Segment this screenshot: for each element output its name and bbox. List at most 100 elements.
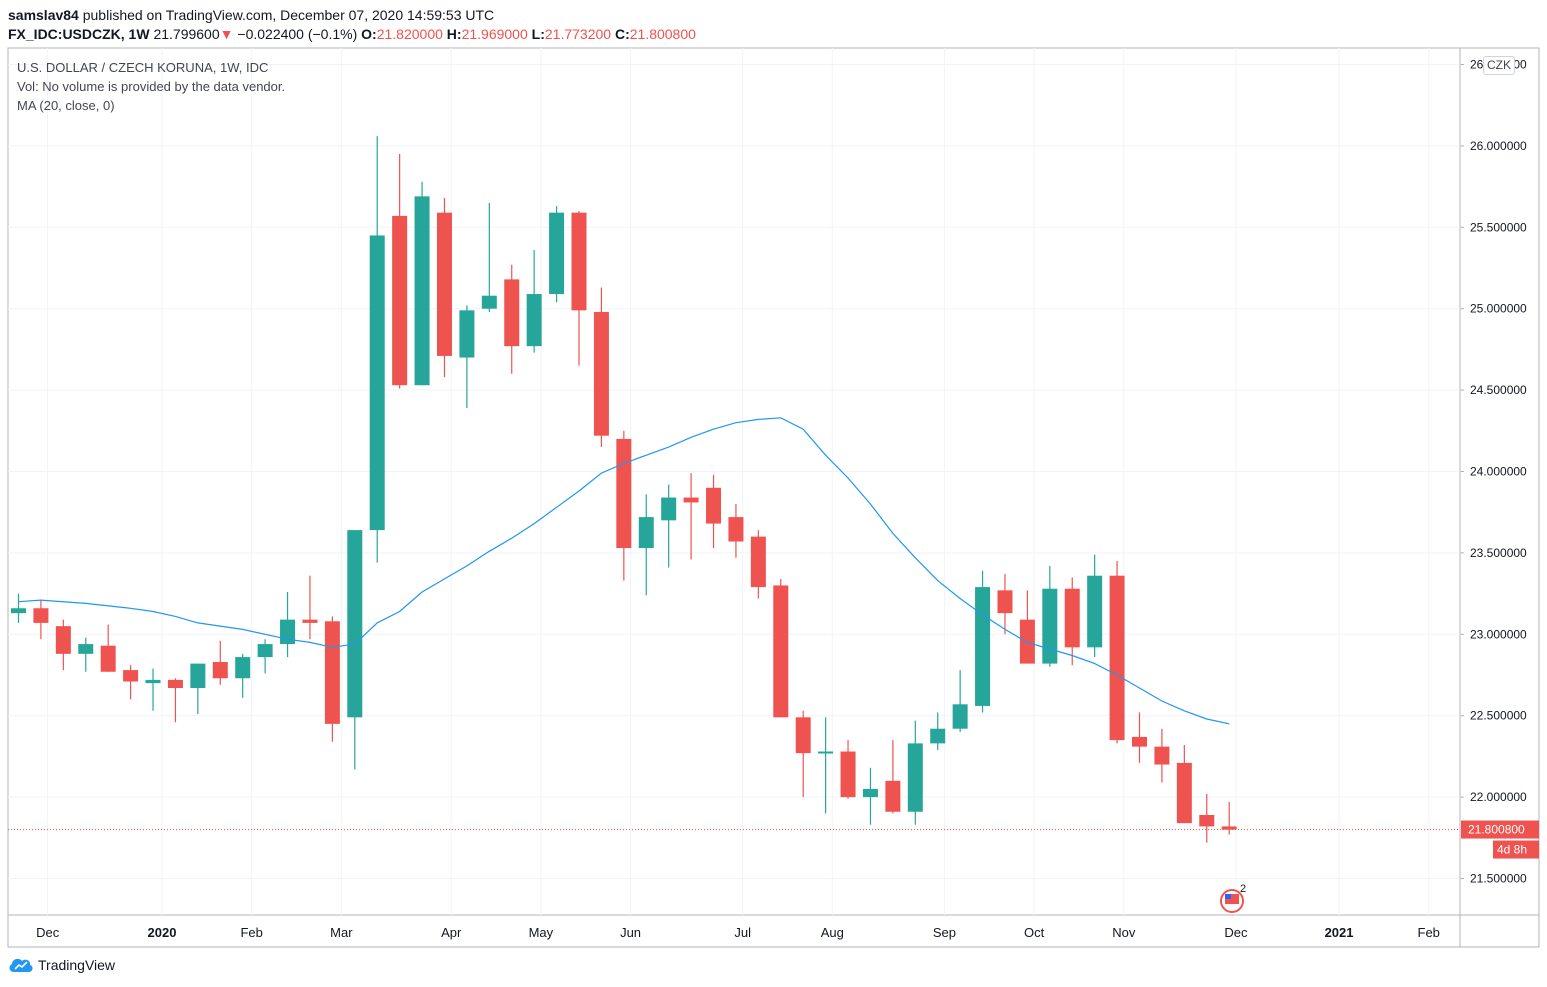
event-flag-canton <box>1225 894 1231 899</box>
y-tick-label: 26.000000 <box>1470 139 1527 153</box>
legend-title[interactable]: U.S. DOLLAR / CZECH KORUNA, 1W, IDC <box>17 60 269 75</box>
candle <box>257 639 273 674</box>
candle <box>683 473 699 560</box>
candle <box>997 574 1013 635</box>
current-price-tag <box>1461 820 1539 839</box>
x-tick-label: Nov <box>1112 925 1136 940</box>
high-value: 21.969000 <box>461 26 528 42</box>
y-tick-label: 23.500000 <box>1470 546 1527 560</box>
candle-body <box>1199 815 1215 827</box>
y-tick-label: 25.000000 <box>1470 302 1527 316</box>
candle-body <box>661 497 677 521</box>
event-count-label: 2 <box>1240 883 1246 895</box>
candle-body <box>436 212 452 356</box>
candle-body <box>1087 575 1103 648</box>
author-name[interactable]: samslav84 <box>8 7 79 23</box>
chart-frame <box>7 47 1540 948</box>
candle <box>975 570 991 713</box>
candle <box>1019 590 1035 664</box>
candle <box>1064 577 1080 666</box>
candle-body <box>347 530 363 718</box>
candle-body <box>504 279 520 347</box>
y-tick-label: 24.000000 <box>1470 465 1527 479</box>
candle-body <box>1221 826 1237 830</box>
candle <box>190 663 206 715</box>
legend-volume[interactable]: Vol: No volume is provided by the data v… <box>17 79 286 94</box>
x-tick-label: Feb <box>240 925 262 940</box>
candle <box>324 616 340 742</box>
ohlc-header: FX_IDC:USDCZK, 1W 21.799600▼ −0.022400 (… <box>8 25 696 43</box>
candle <box>302 575 318 640</box>
candle <box>862 767 878 825</box>
candle <box>571 211 587 366</box>
candle-body <box>369 235 385 531</box>
x-tick-label: Dec <box>36 925 60 940</box>
legend-ma[interactable]: MA (20, close, 0) <box>17 98 115 113</box>
candle-body <box>414 196 430 386</box>
candle-body <box>392 215 408 386</box>
candle <box>100 624 116 672</box>
candle-body <box>302 619 318 623</box>
currency-badge[interactable]: CZK <box>1483 56 1515 75</box>
candle-body <box>55 626 71 654</box>
event-flag-stripes <box>1225 894 1239 904</box>
close-label: C: <box>614 26 630 42</box>
candle <box>1132 712 1147 763</box>
candle-body <box>481 295 497 309</box>
candle-body <box>1154 746 1170 765</box>
candle-body <box>1176 762 1192 824</box>
published-text: published on TradingView.com, December 0… <box>82 7 495 23</box>
x-tick-label: 2021 <box>1325 925 1354 940</box>
candle-body <box>885 780 901 812</box>
symbol-label: FX_IDC:USDCZK, 1W <box>8 26 150 42</box>
candle-body <box>750 536 766 588</box>
candle <box>11 593 26 623</box>
x-tick-label: Apr <box>441 925 462 940</box>
candle <box>436 197 452 378</box>
candle <box>347 530 363 770</box>
candle <box>55 619 71 671</box>
candle <box>549 206 565 303</box>
candle <box>392 154 408 389</box>
y-tick-label: 24.500000 <box>1470 383 1527 397</box>
candle <box>414 181 430 386</box>
candle <box>280 591 296 658</box>
candle <box>818 717 834 814</box>
candle <box>885 740 901 814</box>
countdown-label: 4d 8h <box>1497 843 1527 857</box>
candle <box>123 665 139 700</box>
y-tick-label: 23.000000 <box>1470 627 1527 641</box>
x-tick-label: Feb <box>1418 925 1440 940</box>
low-value: 21.773200 <box>544 26 612 42</box>
candle-body <box>526 294 542 347</box>
y-tick-label: 22.500000 <box>1470 709 1527 723</box>
x-tick-label: Mar <box>330 925 353 940</box>
candle-body <box>616 438 632 549</box>
publish-info: samslav84 published on TradingView.com, … <box>8 6 494 24</box>
candle-body <box>773 585 789 718</box>
candle <box>167 678 183 723</box>
candle-body <box>706 487 722 524</box>
candle-body <box>100 645 116 672</box>
candle <box>907 720 923 825</box>
candle <box>369 136 385 563</box>
candle-body <box>975 587 991 706</box>
candle <box>212 640 228 685</box>
candle <box>145 668 161 711</box>
candle-body <box>952 704 968 729</box>
candle-body <box>190 663 206 689</box>
x-tick-label: Aug <box>821 925 844 940</box>
candle-body <box>840 751 856 798</box>
footer-brand[interactable]: TradingView <box>8 957 115 973</box>
tradingview-cloud-icon <box>9 958 33 972</box>
candle-body <box>549 212 565 295</box>
candle-body <box>1042 588 1058 664</box>
last-price: 21.799600 <box>153 26 220 42</box>
candle <box>1176 745 1192 824</box>
countdown-tag <box>1493 840 1539 859</box>
open-value: 21.820000 <box>376 26 443 42</box>
candle <box>930 712 946 750</box>
candle-body <box>997 590 1013 614</box>
candle-body <box>683 497 699 503</box>
